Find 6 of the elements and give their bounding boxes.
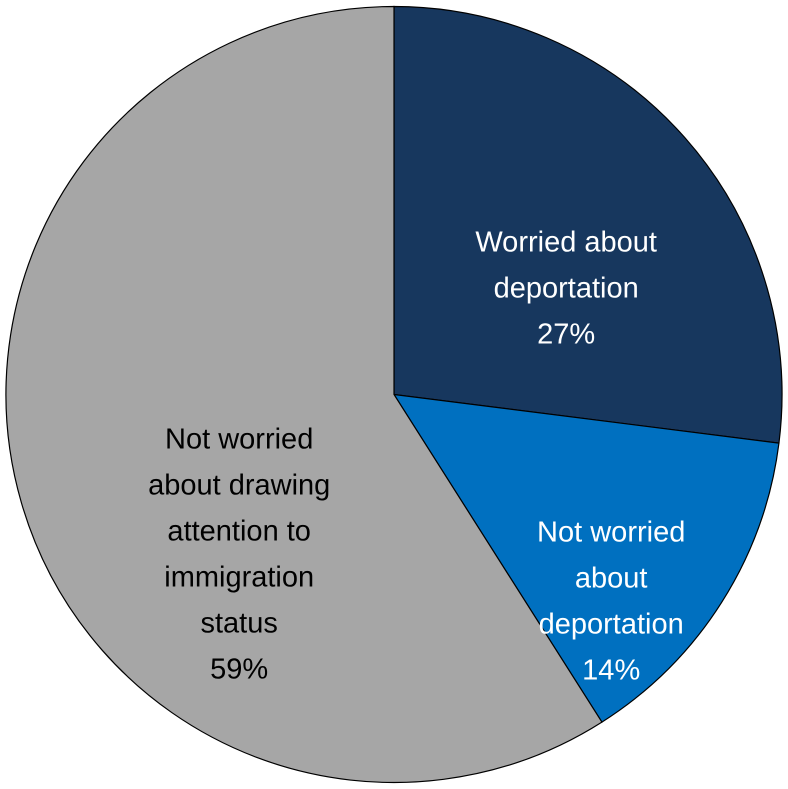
slice-label: Worried about deportation bbox=[475, 226, 657, 305]
data-label: 14% bbox=[582, 654, 640, 686]
slice-label: Not worried about drawing attention to immigration status bbox=[148, 423, 330, 640]
data-label: 27% bbox=[537, 318, 596, 351]
data-label: 59% bbox=[210, 653, 268, 686]
slice-label: Not worried about deportation bbox=[537, 516, 686, 640]
